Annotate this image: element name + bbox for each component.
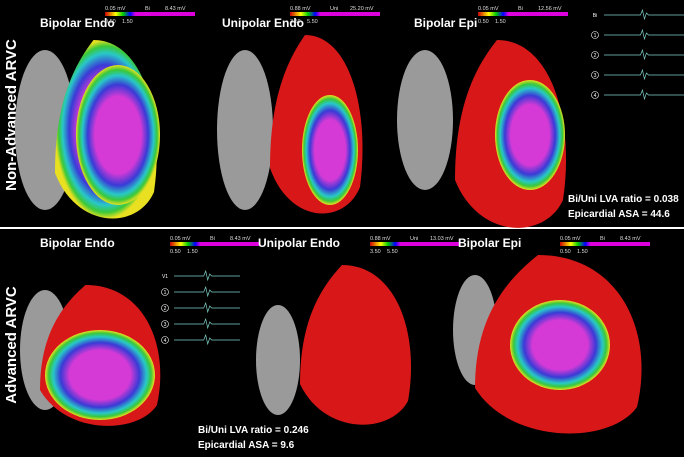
colorbar-min: 0.88 mV [370,236,391,242]
trace-label: 3 [594,73,597,79]
colorbar-high: 1.50 [122,19,133,25]
trace [174,285,240,298]
colorbar [560,242,650,246]
trace-label: 2 [594,53,597,59]
scar-region [45,330,155,420]
colorbar-max: 8.43 mV [165,6,186,12]
trace-badge [591,51,599,59]
trace [174,333,240,346]
trace-badge [161,336,169,344]
trace-badge [161,288,169,296]
trace-badge [591,71,599,79]
trace-label: 1 [594,33,597,39]
trace [604,48,684,61]
colorbar-max: 13.03 mV [430,236,454,242]
trace-label: 4 [164,338,167,344]
trace-badge [591,91,599,99]
row-label: Advanced ARVC [3,286,20,404]
trace-label: 2 [164,306,167,312]
atrium-shape [217,50,273,210]
heart-map [300,265,412,425]
colorbar-high: 1.50 [187,249,198,255]
atrium-shape [256,305,300,415]
trace [174,269,240,282]
colorbar-low: 0.50 [170,249,181,255]
colorbar-low: 0.50 [478,19,489,25]
annotation: Bi/Uni LVA ratio = 0.038 [568,194,679,205]
colorbar-name: Bi [145,6,150,12]
colorbar-name: Uni [330,6,338,12]
trace [604,8,684,21]
colorbar-low: 0.50 [560,249,571,255]
panel-title: Bipolar Endo [40,236,115,250]
colorbar-high: 1.50 [577,249,588,255]
trace [604,28,684,41]
colorbar-max: 8.43 mV [230,236,251,242]
annotation: Epicardial ASA = 44.6 [568,209,670,220]
panel-title: Bipolar Epi [458,236,521,250]
colorbar-min: 0.05 mV [560,236,581,242]
scar-region [302,95,358,205]
trace [174,301,240,314]
colorbar-name: Bi [518,6,523,12]
colorbar-min: 0.05 mV [478,6,499,12]
colorbar-name: Bi [600,236,605,242]
colorbar-min: 0.05 mV [170,236,191,242]
row-label: Non-Advanced ARVC [3,39,20,191]
scar-region [495,80,565,190]
panel-title: Bipolar Endo [40,16,115,30]
colorbar-high: 5.50 [307,19,318,25]
colorbar-low: 3.50 [370,249,381,255]
colorbar-max: 12.56 mV [538,6,562,12]
scar-region [76,65,160,205]
colorbar-high: 5.50 [387,249,398,255]
trace [174,317,240,330]
trace-badge [161,304,169,312]
colorbar [290,12,380,16]
atrium-shape [397,50,453,190]
colorbar-high: 1.50 [495,19,506,25]
trace [604,88,684,101]
annotation: Epicardial ASA = 9.6 [198,440,295,451]
trace-badge [591,31,599,39]
trace-label: 3 [164,322,167,328]
trace [604,68,684,81]
trace-badge [161,320,169,328]
colorbar [105,12,195,16]
colorbar [478,12,568,16]
trace-label: Bi [593,13,597,19]
trace-label: 4 [594,93,597,99]
colorbar [170,242,260,246]
colorbar-low: 3.50 [290,19,301,25]
colorbar-name: Uni [410,236,418,242]
colorbar-name: Bi [210,236,215,242]
scar-region [510,300,610,390]
colorbar-max: 8.43 mV [620,236,641,242]
colorbar-min: 0.05 mV [105,6,126,12]
annotation: Bi/Uni LVA ratio = 0.246 [198,425,309,436]
panel-title: Unipolar Endo [222,16,304,30]
colorbar-max: 25.20 mV [350,6,374,12]
colorbar [370,242,460,246]
trace-label: 1 [164,290,167,296]
colorbar-min: 0.88 mV [290,6,311,12]
panel-title: Unipolar Endo [258,236,340,250]
panel-title: Bipolar Epi [414,16,477,30]
trace-label: V1 [162,274,168,280]
colorbar-low: 0.50 [105,19,116,25]
